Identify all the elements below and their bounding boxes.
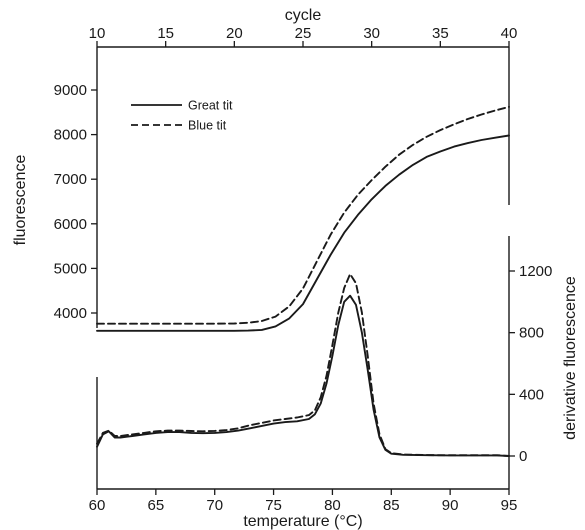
temperature-tick-label: 65 bbox=[148, 497, 165, 514]
legend-label: Great tit bbox=[188, 99, 233, 113]
temperature-tick-label: 80 bbox=[324, 497, 341, 514]
fluorescence-tick-label: 8000 bbox=[54, 127, 87, 144]
cycle-axis-title: cycle bbox=[285, 7, 322, 24]
cycle-tick-label: 10 bbox=[89, 25, 106, 42]
cycle-tick-label: 35 bbox=[432, 25, 449, 42]
temperature-tick-label: 90 bbox=[442, 497, 459, 514]
temperature-tick-label: 70 bbox=[206, 497, 223, 514]
legend-label: Blue tit bbox=[188, 119, 227, 133]
plot-frame bbox=[96, 46, 510, 490]
temperature-tick-label: 95 bbox=[501, 497, 518, 514]
amplification-series-blue-tit bbox=[96, 105, 510, 325]
melt-series-blue-tit bbox=[96, 273, 510, 457]
fluorescence-tick-label: 5000 bbox=[54, 260, 87, 277]
temperature-axis-title: temperature (°C) bbox=[243, 513, 362, 530]
fluorescence-tick-label: 9000 bbox=[54, 82, 87, 99]
derivative-tick-label: 800 bbox=[519, 325, 544, 342]
derivative-tick-label: 0 bbox=[519, 448, 527, 465]
series-lines bbox=[96, 105, 510, 457]
derivative-tick-label: 1200 bbox=[519, 263, 552, 280]
legend: Great tit Blue tit bbox=[131, 99, 233, 133]
cycle-tick-label: 40 bbox=[501, 25, 518, 42]
derivative-axis-title: derivative fluorescence bbox=[562, 276, 579, 440]
fluorescence-tick-label: 4000 bbox=[54, 305, 87, 322]
cycle-tick-label: 15 bbox=[157, 25, 174, 42]
derivative-tick-label: 400 bbox=[519, 386, 544, 403]
fluorescence-tick-label: 6000 bbox=[54, 216, 87, 233]
cycle-tick-label: 30 bbox=[363, 25, 380, 42]
temperature-tick-label: 75 bbox=[265, 497, 282, 514]
cycle-tick-label: 25 bbox=[295, 25, 312, 42]
cycle-tick-label: 20 bbox=[226, 25, 243, 42]
fluorescence-axis-title: fluorescence bbox=[12, 155, 29, 246]
temperature-tick-label: 60 bbox=[89, 497, 106, 514]
amplification-series-great-tit bbox=[96, 134, 510, 332]
temperature-tick-label: 85 bbox=[383, 497, 400, 514]
fluorescence-tick-label: 7000 bbox=[54, 171, 87, 188]
axis-labels: cycle temperature (°C) fluorescence derivat… bbox=[12, 7, 579, 530]
